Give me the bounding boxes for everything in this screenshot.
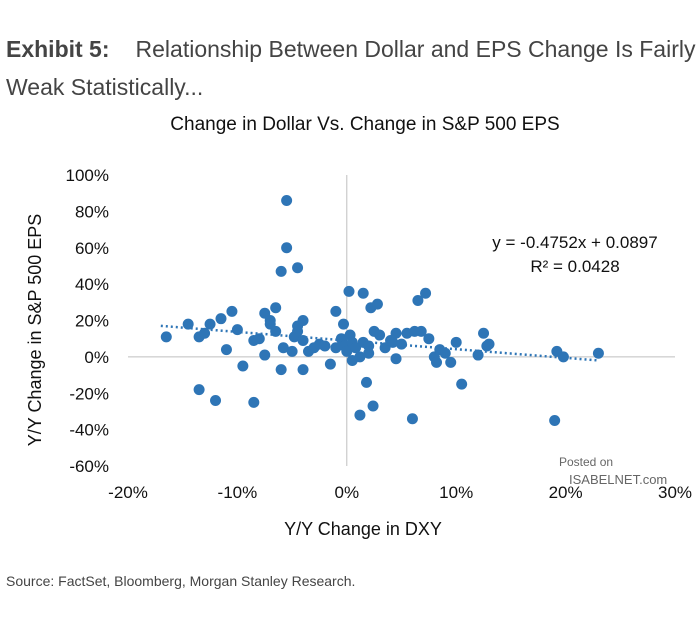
exhibit-label: Exhibit 5:	[6, 36, 110, 62]
y-tick-label: 40%	[75, 275, 109, 294]
data-point	[423, 333, 435, 345]
y-tick-label: 0%	[84, 348, 109, 367]
watermark-site: ISABELNET.com	[569, 472, 667, 487]
data-point	[324, 358, 336, 370]
data-point	[277, 342, 289, 354]
data-point	[270, 302, 282, 314]
data-point	[439, 347, 451, 359]
r-squared-label: R² = 0.0428	[530, 257, 619, 276]
y-tick-label: 60%	[75, 239, 109, 258]
data-point	[390, 327, 402, 339]
x-tick-label: 10%	[439, 483, 473, 502]
data-point	[478, 327, 490, 339]
data-point	[390, 353, 402, 365]
data-point	[406, 413, 418, 425]
source-note: Source: FactSet, Bloomberg, Morgan Stanl…	[6, 573, 356, 589]
data-point	[226, 305, 238, 317]
data-point	[220, 344, 232, 356]
data-point	[231, 324, 243, 336]
data-point	[374, 329, 386, 341]
trendline-equation: y = -0.4752x + 0.0897	[492, 233, 657, 252]
data-point	[367, 400, 379, 412]
data-point	[456, 378, 468, 390]
y-tick-labels: 100% 80% 60% 40% 20% 0% -20% -40% -60%	[66, 166, 109, 476]
data-point	[450, 336, 462, 348]
data-point	[592, 347, 604, 359]
x-tick-label: 30%	[658, 483, 692, 502]
trendline	[160, 324, 599, 362]
data-point	[431, 356, 443, 368]
data-point	[215, 313, 227, 325]
data-point	[319, 340, 331, 352]
exhibit-title: Relationship Between Dollar and EPS Chan…	[6, 36, 696, 100]
data-point	[160, 331, 172, 343]
data-point	[193, 384, 205, 396]
data-point	[253, 333, 265, 345]
data-point	[286, 345, 298, 357]
data-point	[259, 349, 271, 361]
data-point	[557, 351, 569, 363]
data-point	[330, 305, 342, 317]
chart-title: Change in Dollar Vs. Change in S&P 500 E…	[170, 114, 560, 135]
data-point	[210, 395, 222, 407]
data-point	[281, 194, 293, 206]
y-tick-label: -40%	[69, 421, 109, 440]
data-point	[472, 349, 484, 361]
exhibit-heading: Exhibit 5: Relationship Between Dollar an…	[6, 30, 696, 106]
data-point	[199, 327, 211, 339]
x-tick-label: -10%	[218, 483, 258, 502]
x-tick-labels: -20% -10% 0% 10% 20% 30%	[108, 483, 692, 502]
data-point	[420, 287, 432, 299]
y-axis-title: Y/Y Change in S&P 500 EPS	[25, 214, 45, 447]
data-point	[275, 265, 287, 277]
data-point	[281, 242, 293, 254]
data-point	[330, 342, 342, 354]
trendline-path	[160, 324, 599, 362]
data-point	[396, 338, 407, 350]
data-points	[160, 194, 604, 427]
data-point	[354, 409, 366, 421]
data-point	[549, 415, 561, 427]
data-point	[292, 262, 304, 274]
data-point	[354, 351, 366, 363]
data-point	[360, 376, 372, 388]
x-tick-label: 20%	[549, 483, 583, 502]
data-point	[237, 360, 249, 372]
y-tick-label: 80%	[75, 202, 109, 221]
y-tick-label: -20%	[69, 384, 109, 403]
data-point	[297, 364, 309, 376]
data-point	[363, 340, 375, 352]
data-point	[248, 396, 260, 408]
data-point	[371, 298, 383, 310]
data-point	[445, 356, 457, 368]
data-point	[387, 336, 399, 348]
y-tick-label: 100%	[66, 166, 109, 185]
y-tick-label: 20%	[75, 312, 109, 331]
data-point	[270, 325, 282, 337]
data-point	[350, 342, 362, 354]
data-point	[292, 325, 304, 337]
data-point	[297, 335, 309, 347]
x-tick-label: -20%	[108, 483, 148, 502]
data-point	[483, 338, 495, 350]
data-point	[204, 318, 216, 330]
data-point	[297, 315, 309, 326]
data-point	[338, 318, 350, 330]
data-point	[357, 287, 369, 299]
data-point	[275, 364, 287, 376]
data-point	[182, 318, 194, 330]
watermark-posted-on: Posted on	[559, 455, 613, 469]
x-axis-title: Y/Y Change in DXY	[284, 519, 442, 539]
data-point	[341, 345, 353, 357]
data-point	[343, 285, 355, 297]
data-point	[415, 325, 427, 337]
y-tick-label: -60%	[69, 457, 109, 476]
data-point	[412, 294, 424, 306]
x-tick-label: 0%	[335, 483, 360, 502]
